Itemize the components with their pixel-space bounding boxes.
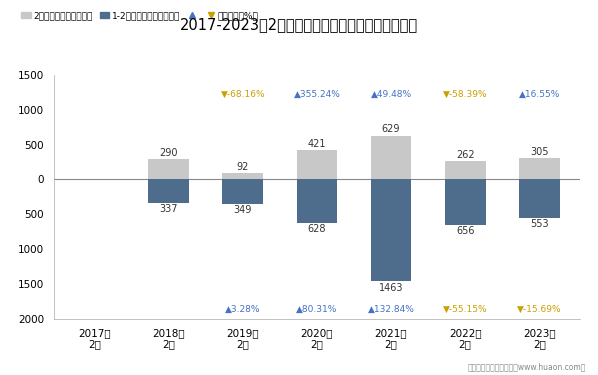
Bar (519, 180, 560, 218)
Bar (371, 136, 411, 180)
Text: ▼-15.69%: ▼-15.69% (517, 305, 562, 314)
Legend: 2月期货成交量（万手）, 1-2月期货成交量（万手）, , 同比增长（%）: 2月期货成交量（万手）, 1-2月期货成交量（万手）, , 同比增长（%） (22, 11, 259, 20)
Text: ▲49.48%: ▲49.48% (371, 90, 411, 99)
Text: ▼-58.39%: ▼-58.39% (443, 90, 487, 99)
Bar (148, 159, 189, 180)
Bar (148, 180, 189, 203)
Bar (297, 150, 337, 180)
Text: ▲16.55%: ▲16.55% (518, 90, 560, 99)
Text: 2017-2023年2月郑州商品交易所鲜苹果期货成交量: 2017-2023年2月郑州商品交易所鲜苹果期货成交量 (180, 17, 418, 32)
Text: 349: 349 (234, 205, 252, 215)
Text: 421: 421 (308, 139, 326, 149)
Text: 1463: 1463 (379, 283, 403, 292)
Text: 656: 656 (456, 226, 474, 236)
Text: ▼-68.16%: ▼-68.16% (221, 90, 265, 99)
Bar (445, 180, 486, 225)
Text: 628: 628 (308, 225, 326, 234)
Bar (222, 180, 263, 204)
Text: 553: 553 (530, 219, 548, 229)
Bar (297, 180, 337, 223)
Text: 337: 337 (160, 204, 178, 214)
Text: ▼-55.15%: ▼-55.15% (443, 305, 487, 314)
Text: 262: 262 (456, 150, 474, 160)
Text: ▲3.28%: ▲3.28% (225, 305, 261, 314)
Bar (222, 173, 263, 180)
Text: ▲132.84%: ▲132.84% (368, 305, 414, 314)
Text: 制图：华经产业研究院（www.huaon.com）: 制图：华经产业研究院（www.huaon.com） (468, 362, 586, 371)
Bar (445, 161, 486, 180)
Text: 92: 92 (237, 162, 249, 172)
Bar (371, 180, 411, 281)
Text: 290: 290 (160, 148, 178, 158)
Text: 305: 305 (530, 147, 548, 157)
Text: 629: 629 (382, 124, 400, 134)
Text: ▲80.31%: ▲80.31% (296, 305, 338, 314)
Bar (519, 158, 560, 180)
Text: ▲355.24%: ▲355.24% (294, 90, 340, 99)
